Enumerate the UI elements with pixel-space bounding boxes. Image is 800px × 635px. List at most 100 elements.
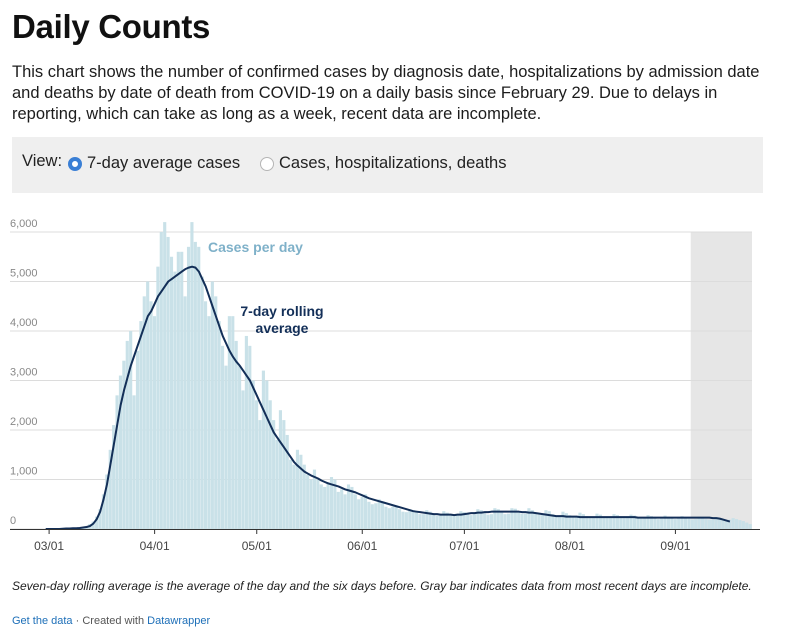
cases-per-day-label: Cases per day — [208, 239, 303, 255]
cases-bar — [248, 345, 252, 529]
cases-bar — [626, 517, 630, 529]
y-tick-label: 3,000 — [10, 367, 38, 379]
cases-bar — [278, 410, 282, 529]
x-tick-label: 06/01 — [347, 539, 377, 553]
cases-bar — [329, 477, 334, 529]
cases-bar — [159, 232, 163, 529]
cases-bar — [571, 516, 575, 529]
cases-bar — [717, 518, 722, 529]
cases-bar — [224, 365, 228, 529]
cases-bar — [146, 281, 150, 529]
cases-bar — [649, 516, 654, 529]
x-tick-label: 08/01 — [555, 539, 585, 553]
view-option-cases-hosp-deaths[interactable]: Cases, hospitalizations, deaths — [260, 154, 506, 173]
cases-bar — [428, 511, 432, 529]
datawrapper-link[interactable]: Datawrapper — [147, 615, 211, 627]
cases-bar — [384, 506, 388, 529]
cases-bar — [677, 518, 681, 529]
cases-bar — [258, 420, 262, 529]
cases-bar — [272, 420, 276, 529]
cases-bar — [500, 512, 504, 529]
cases-bar — [469, 515, 473, 529]
rolling-average-label: average — [256, 320, 309, 336]
x-tick-label: 04/01 — [140, 539, 170, 553]
cases-bar — [323, 486, 327, 529]
cases-bar — [98, 509, 102, 529]
cases-bar — [346, 484, 351, 529]
cases-bar — [302, 464, 306, 529]
cases-bar — [534, 512, 538, 529]
cases-bar — [680, 516, 684, 529]
cases-bar — [479, 510, 483, 529]
cases-bar — [238, 365, 242, 529]
cases-bar — [282, 420, 286, 529]
cases-bar — [547, 511, 551, 529]
cases-bar — [156, 266, 160, 529]
cases-bar — [721, 519, 725, 529]
cases-bar — [455, 515, 459, 529]
cases-bar — [435, 515, 439, 529]
cases-bar — [595, 513, 599, 529]
separator: · — [75, 615, 80, 627]
cases-bar — [367, 501, 371, 529]
created-with-text: Created with — [82, 615, 145, 627]
cases-bar — [142, 296, 146, 529]
rolling-average-line — [45, 265, 731, 530]
cases-bar — [173, 271, 177, 529]
cases-bar — [415, 511, 419, 529]
radio-unselected-icon[interactable] — [260, 156, 274, 171]
cases-bar — [125, 340, 129, 529]
cases-bar — [265, 380, 269, 529]
cases-bar — [333, 479, 337, 529]
view-option-7day-average[interactable]: 7-day average cases — [68, 154, 240, 173]
cases-bar — [554, 515, 558, 529]
cases-bar — [299, 454, 303, 529]
cases-bar — [163, 222, 167, 529]
cases-bar — [295, 449, 300, 529]
get-data-link[interactable]: Get the data — [12, 615, 73, 627]
cases-bar — [738, 520, 742, 529]
cases-bar — [418, 514, 422, 529]
cases-bar — [592, 516, 596, 529]
cases-bar — [360, 496, 364, 529]
cases-bar — [401, 511, 405, 529]
y-tick-label: 0 — [10, 515, 16, 527]
cases-bar — [646, 515, 650, 529]
cases-bar — [387, 508, 391, 529]
cases-bar — [374, 503, 378, 529]
cases-bar — [483, 513, 487, 529]
cases-bar — [540, 514, 545, 529]
cases-bar — [452, 516, 456, 529]
cases-bar — [312, 469, 317, 529]
cases-bar — [183, 296, 187, 529]
cases-bar — [391, 506, 395, 529]
cases-bar — [449, 514, 453, 529]
cases-bar — [319, 484, 323, 529]
cases-bar — [353, 494, 357, 529]
cases-bar — [530, 510, 534, 529]
cases-bar — [340, 489, 344, 529]
cases-bar — [734, 519, 739, 529]
cases-bar — [421, 514, 425, 529]
cases-bar — [629, 514, 633, 529]
cases-bar — [217, 321, 221, 529]
daily-counts-chart: 0 1,000 2,000 3,000 4,000 5,000 6,000 03/01 04/0… — [10, 218, 760, 553]
radio-selected-icon[interactable] — [68, 156, 82, 171]
cases-bar — [149, 301, 153, 529]
cases-bar — [724, 520, 728, 529]
cases-bar — [602, 516, 606, 529]
cases-bar — [670, 518, 674, 529]
cases-bar — [152, 316, 157, 529]
cases-bar — [169, 256, 174, 529]
cases-bar — [510, 508, 514, 529]
cases-bar — [221, 345, 225, 529]
cases-bar — [666, 516, 671, 529]
cases-bar — [462, 512, 466, 529]
x-tick-label: 05/01 — [242, 539, 272, 553]
cases-bar — [445, 512, 449, 529]
cases-bar — [180, 251, 184, 530]
cases-bar — [731, 518, 735, 529]
cases-bar — [609, 517, 613, 529]
cases-bar — [190, 222, 194, 529]
cases-bars — [54, 222, 752, 530]
